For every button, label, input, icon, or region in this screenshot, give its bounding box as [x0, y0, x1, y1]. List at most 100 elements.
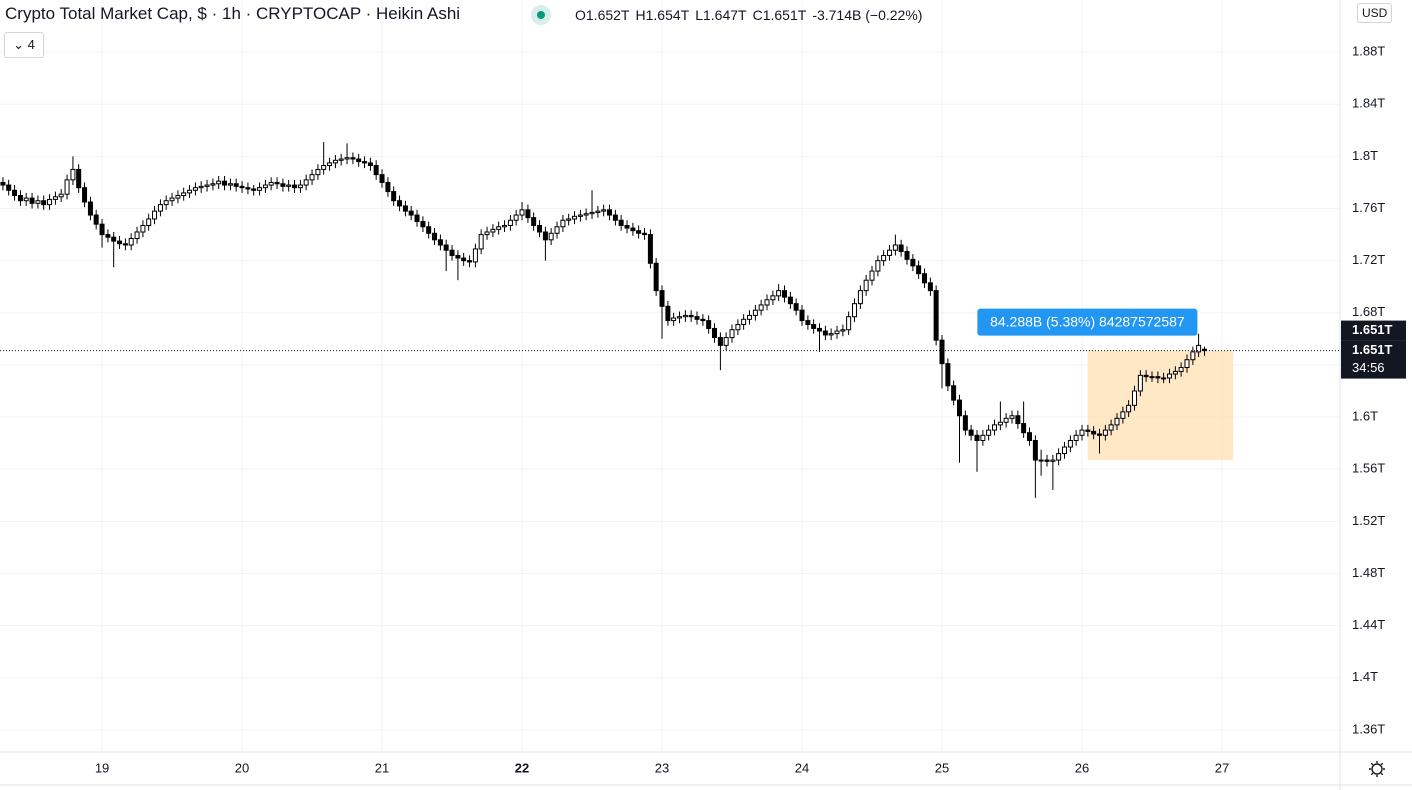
- candle-body: [1102, 429, 1108, 436]
- candle-body: [152, 210, 158, 220]
- ohlc-item: O1.652T: [575, 7, 629, 23]
- candle-body: [519, 209, 525, 216]
- symbol-price-box: [1341, 320, 1406, 341]
- candle-body: [350, 157, 356, 160]
- countdown-label: 34:56: [1352, 360, 1385, 375]
- candle-body: [286, 184, 292, 187]
- candle-body: [1038, 459, 1044, 462]
- candle-body: [490, 228, 496, 233]
- candle-body: [1114, 417, 1120, 426]
- candle-body: [537, 224, 543, 233]
- candle-body: [385, 181, 391, 193]
- candle-body: [595, 210, 601, 213]
- candle-body: [927, 282, 933, 292]
- candle-body: [140, 224, 146, 233]
- last-price-label: 1.651T: [1352, 342, 1393, 357]
- candle-body: [1161, 377, 1167, 380]
- candle-body: [601, 209, 607, 212]
- candle-body: [420, 221, 426, 228]
- ohlc-key: L: [695, 7, 703, 23]
- candle-body: [1143, 374, 1149, 378]
- candle-body: [367, 162, 373, 167]
- candle-body: [542, 231, 548, 241]
- candle-body: [210, 183, 216, 186]
- candle-body: [589, 211, 595, 215]
- candle-body: [297, 184, 303, 189]
- y-tick-label: 1.8T: [1352, 148, 1378, 163]
- candle-body: [1201, 348, 1207, 352]
- candle-body: [1190, 351, 1196, 361]
- y-tick-label: 1.52T: [1352, 513, 1385, 528]
- candle-body: [163, 200, 169, 206]
- candle-body: [922, 273, 928, 284]
- candle-body: [881, 254, 887, 262]
- candle-body: [712, 327, 718, 339]
- candle-body: [41, 200, 47, 206]
- candle-body: [257, 187, 263, 191]
- candle-body: [1067, 440, 1073, 448]
- candle-body: [467, 260, 473, 263]
- candle-body: [408, 210, 414, 216]
- candle-body: [321, 165, 327, 170]
- candle-body: [17, 194, 23, 202]
- candle-body: [1026, 432, 1032, 442]
- candle-body: [344, 157, 350, 160]
- candle-body: [548, 232, 554, 241]
- candle-body: [222, 180, 228, 186]
- last-price-box: [1341, 340, 1406, 379]
- candle-body: [1050, 459, 1056, 462]
- candle-body: [770, 295, 776, 301]
- candle-body: [945, 363, 951, 387]
- candle-body: [23, 197, 29, 202]
- candle-body: [280, 183, 286, 187]
- candle-body: [1056, 453, 1062, 461]
- candle-body: [1079, 429, 1085, 436]
- candle-body: [1091, 430, 1097, 435]
- candle-body: [857, 290, 863, 305]
- candle-body: [356, 158, 362, 163]
- candle-body: [117, 240, 123, 245]
- candle-body: [735, 324, 741, 331]
- indicator-toggle[interactable]: ⌄ 4: [4, 32, 44, 58]
- candle-body: [1137, 374, 1143, 392]
- candle-body: [805, 320, 811, 326]
- x-tick-label: 25: [935, 760, 949, 775]
- candle-body: [175, 194, 181, 199]
- settings-icon[interactable]: [1369, 761, 1385, 777]
- candle-body: [169, 197, 175, 202]
- candle-body: [274, 181, 280, 185]
- candle-body: [1096, 433, 1102, 436]
- candle-body: [146, 218, 152, 226]
- candle-body: [653, 262, 659, 292]
- candle-body: [134, 231, 140, 240]
- currency-button[interactable]: USD: [1357, 3, 1393, 23]
- candle-body: [607, 209, 613, 216]
- candle-body: [251, 188, 257, 191]
- ohlc-value: 1.647T: [703, 7, 747, 23]
- candle-body: [6, 184, 12, 191]
- candle-body: [974, 434, 980, 442]
- candle-body: [58, 193, 64, 198]
- candle-body: [636, 230, 642, 234]
- candle-body: [198, 185, 204, 189]
- candle-body: [373, 165, 379, 176]
- x-tick-label: 27: [1215, 760, 1229, 775]
- candle-body: [840, 329, 846, 332]
- candle-body: [414, 214, 420, 223]
- candle-body: [362, 161, 368, 164]
- candle-body: [968, 429, 974, 436]
- candle-body: [239, 185, 245, 189]
- market-status[interactable]: [531, 5, 551, 25]
- candle-body: [776, 290, 782, 297]
- candle-body: [887, 249, 893, 256]
- candle-body: [583, 213, 589, 216]
- candle-body: [122, 243, 128, 246]
- x-tick-label: 21: [375, 760, 389, 775]
- candle-body: [729, 329, 735, 339]
- ohlc-key: O: [575, 7, 586, 23]
- candle-body: [875, 260, 881, 272]
- candle-body: [752, 309, 758, 316]
- candle-body: [105, 234, 111, 238]
- candle-body: [379, 174, 385, 183]
